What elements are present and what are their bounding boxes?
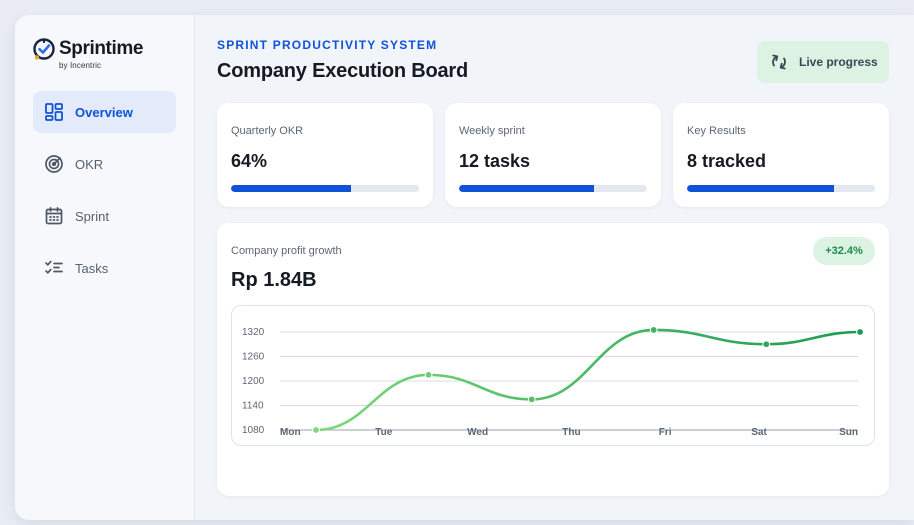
x-tick-label: Fri [659, 427, 672, 438]
sidebar-item-tasks[interactable]: Tasks [33, 247, 176, 289]
sidebar-item-sprint[interactable]: Sprint [33, 195, 176, 237]
sidebar-item-label: OKR [75, 156, 104, 172]
data-point [527, 395, 536, 404]
line-chart: 1320 1260 1200 1140 1080 Mon Tue Wed Thu Fri Sat Su… [231, 305, 875, 446]
refresh-icon [772, 54, 786, 70]
sidebar-item-overview[interactable]: Overview [33, 91, 176, 133]
series-line [314, 328, 862, 432]
brand-subtitle: by Incentric [59, 61, 102, 70]
x-tick-label: Wed [467, 427, 488, 438]
progress-bar [231, 185, 419, 192]
stat-value: 64% [231, 151, 268, 171]
growth-badge: +32.4% [813, 237, 875, 265]
data-point [424, 370, 433, 379]
sidebar: Sprintime by Incentric Overview [15, 15, 195, 520]
y-tick-label: 1080 [242, 425, 265, 436]
data-point [312, 426, 320, 434]
sidebar-item-label: Sprint [75, 208, 109, 224]
progress-fill [231, 185, 352, 192]
live-progress-label: Live progress [799, 55, 878, 69]
stat-card-sprint: Weekly sprint 12 tasks [445, 103, 661, 207]
stat-label: Weekly sprint [459, 125, 525, 137]
target-icon [43, 153, 65, 175]
y-tick-label: 1140 [242, 401, 264, 412]
stat-card-key-results: Key Results 8 tracked [673, 103, 889, 207]
dashboard-grid-icon [43, 101, 65, 123]
progress-bar [459, 185, 647, 192]
stat-card-okr: Quarterly OKR 64% [217, 103, 433, 207]
progress-bar [687, 185, 875, 192]
sidebar-item-okr[interactable]: OKR [33, 143, 176, 185]
live-progress-button[interactable]: Live progress [757, 41, 889, 83]
main-content: SPRINT PRODUCTIVITY SYSTEM Company Execu… [196, 15, 914, 520]
checklist-icon [43, 257, 65, 279]
stat-label: Quarterly OKR [231, 125, 304, 137]
brand-logo[interactable]: Sprintime by Incentric [32, 36, 172, 72]
x-tick-label: Thu [562, 427, 580, 438]
x-tick-label: Mon [280, 427, 301, 438]
data-point [856, 328, 864, 336]
clock-check-icon [33, 38, 55, 60]
progress-fill [687, 185, 834, 192]
x-tick-label: Sat [751, 427, 767, 438]
x-tick-label: Sun [839, 427, 858, 438]
stat-value: 8 tracked [687, 151, 767, 171]
data-point [762, 340, 771, 349]
data-point [649, 326, 658, 334]
line-chart-svg: 1320 1260 1200 1140 1080 Mon Tue Wed Thu Fri Sat Su… [242, 326, 864, 438]
x-tick-label: Tue [375, 427, 392, 438]
page-title: Company Execution Board [217, 60, 468, 82]
stat-label: Key Results [687, 125, 746, 137]
y-tick-label: 1260 [242, 352, 265, 363]
profit-chart-card: Company profit growth Rp 1.84B +32.4% 13… [217, 223, 889, 496]
sidebar-item-label: Tasks [75, 260, 109, 276]
sidebar-item-label: Overview [75, 104, 133, 120]
progress-fill [459, 185, 595, 192]
brand-name: Sprintime [59, 38, 144, 59]
profit-value: Rp 1.84B [231, 269, 317, 291]
stat-value: 12 tasks [459, 151, 531, 171]
y-tick-label: 1320 [242, 327, 265, 338]
app-window: Sprintime by Incentric Overview [15, 15, 914, 520]
y-tick-label: 1200 [242, 376, 265, 387]
sidebar-nav: Overview OKR [33, 91, 176, 299]
calendar-icon [43, 205, 65, 227]
chart-label: Company profit growth [231, 245, 342, 257]
page-kicker: SPRINT PRODUCTIVITY SYSTEM [217, 38, 438, 52]
